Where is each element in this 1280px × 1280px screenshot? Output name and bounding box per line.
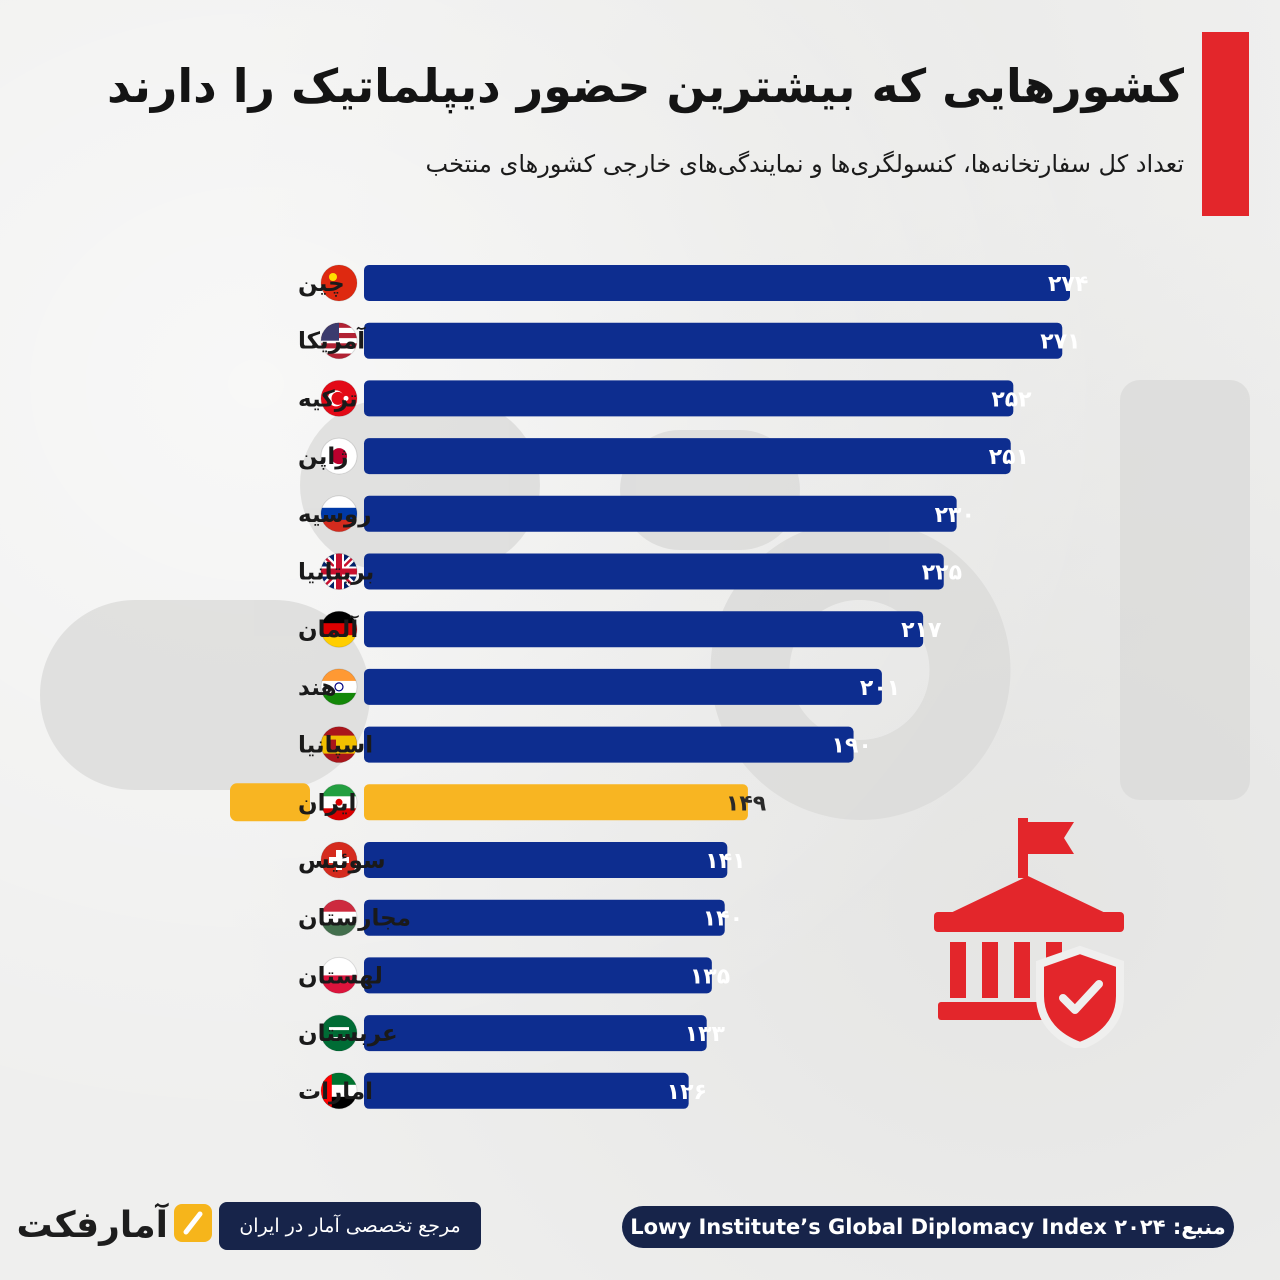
- bar-value-label: ۲۳۰: [935, 503, 975, 528]
- saudi-arabia-flag: [320, 1014, 358, 1052]
- category-label: چین: [298, 271, 345, 297]
- category-label: آلمان: [298, 614, 359, 643]
- reference-badge: مرجع تخصصی آمار در ایران: [219, 1202, 481, 1250]
- highlight-bar: [364, 784, 748, 821]
- bar: [364, 899, 725, 936]
- hungary-flag: [320, 899, 358, 937]
- spain-flag: [320, 726, 358, 764]
- brand-logo: آمارفکت: [16, 1198, 213, 1254]
- bar-row: ۱۳۳ عربستان: [298, 1014, 726, 1052]
- bar-row: ۲۵۲ ترکیه: [298, 379, 1032, 417]
- iran-flag: [320, 783, 358, 821]
- category-label: لهستان: [298, 963, 383, 989]
- bar: [364, 611, 924, 648]
- bar: [364, 380, 1014, 417]
- category-label: عربستان: [298, 1021, 398, 1047]
- bar-value-label: ۱۲۶: [667, 1080, 707, 1105]
- bar-row: ۲۰۱ هند: [298, 668, 900, 706]
- bar: [364, 265, 1070, 301]
- bar: [364, 1015, 707, 1052]
- bar-row: ۱۴۹ ایران: [230, 783, 766, 822]
- bar-value-label: ۲۰۱: [860, 676, 900, 701]
- turkey-flag: [320, 379, 358, 417]
- bar-value-label: ۲۵۱: [989, 445, 1029, 470]
- chart-title: کشورهایی که بیشترین حضور دیپلماتیک را دا…: [107, 59, 1184, 113]
- bar-value-label: ۲۵۲: [991, 387, 1032, 412]
- bar: [364, 957, 712, 994]
- embassy-building-icon: [934, 818, 1124, 1048]
- category-label: سوئیس: [298, 848, 386, 874]
- india-flag: [320, 668, 358, 706]
- bar-value-label: ۱۳۵: [690, 964, 730, 989]
- bar: [364, 726, 854, 763]
- bar: [364, 495, 957, 532]
- bar-value-label: ۱۹۰: [832, 734, 872, 759]
- category-label: ژاپن: [298, 444, 348, 470]
- bar: [364, 553, 944, 590]
- bar-value-label: ۲۱۷: [901, 618, 942, 643]
- category-label: هند: [298, 675, 337, 701]
- poland-flag: [320, 956, 358, 994]
- russia-flag: [320, 495, 358, 533]
- bar: [364, 1072, 689, 1109]
- uk-flag: [320, 553, 358, 590]
- bar-value-label: ۱۴۹: [726, 791, 766, 816]
- brand-mark-icon: [174, 1204, 212, 1242]
- bar-row: ۲۱۷ آلمان: [298, 610, 942, 648]
- category-label: امارات: [298, 1079, 373, 1105]
- japan-flag: [320, 437, 358, 475]
- bar-row: ۲۷۴ چین: [298, 264, 1088, 302]
- bar-row: ۱۹۰ اسپانیا: [298, 726, 872, 764]
- source-badge: منبع: Lowy Institute’s Global Diplomacy …: [622, 1206, 1234, 1248]
- bar-row: ۲۵۱ ژاپن: [298, 437, 1029, 475]
- category-label: بریتانیا: [298, 560, 374, 586]
- bar-value-label: ۱۳۳: [685, 1022, 726, 1047]
- uae-flag: [320, 1072, 358, 1110]
- chart-subtitle: تعداد کل سفارتخانه‌ها، کنسولگری‌ها و نما…: [425, 150, 1185, 178]
- bar-value-label: ۲۲۵: [922, 561, 962, 586]
- bar-value-label: ۱۴۰: [703, 907, 743, 932]
- china-flag: [320, 264, 358, 302]
- bar-row: ۱۴۱ سوئیس: [298, 841, 746, 879]
- brand-name: آمارفکت: [16, 1205, 169, 1246]
- category-label: مجارستان: [298, 906, 411, 932]
- category-label: اسپانیا: [298, 733, 373, 759]
- bar-value-label: ۱۴۱: [705, 849, 745, 874]
- bar-value-label: ۲۷۱: [1040, 330, 1080, 355]
- bar-row: ۱۳۵ لهستان: [298, 956, 730, 994]
- bar: [364, 668, 882, 705]
- bar-row: ۱۴۰ مجارستان: [298, 899, 743, 937]
- category-label: روسیه: [298, 502, 372, 528]
- bar-value-label: ۲۷۴: [1048, 272, 1088, 297]
- bar: [364, 842, 728, 878]
- bar: [364, 322, 1063, 359]
- bar-row: ۲۷۱ آمریکا: [298, 322, 1081, 360]
- category-label: ترکیه: [298, 386, 358, 412]
- category-label: ایران: [298, 790, 356, 816]
- category-label: آمریکا: [298, 326, 366, 355]
- highlight-label-badge: [230, 783, 310, 822]
- bar: [364, 438, 1011, 475]
- bar-row: ۲۲۵ بریتانیا: [298, 553, 962, 590]
- bar-row: ۲۳۰ روسیه: [298, 495, 975, 533]
- germany-flag: [320, 610, 358, 648]
- switzerland-flag: [320, 841, 358, 879]
- bar-row: ۱۲۶ امارات: [298, 1072, 707, 1110]
- title-accent-bar: [1202, 32, 1249, 216]
